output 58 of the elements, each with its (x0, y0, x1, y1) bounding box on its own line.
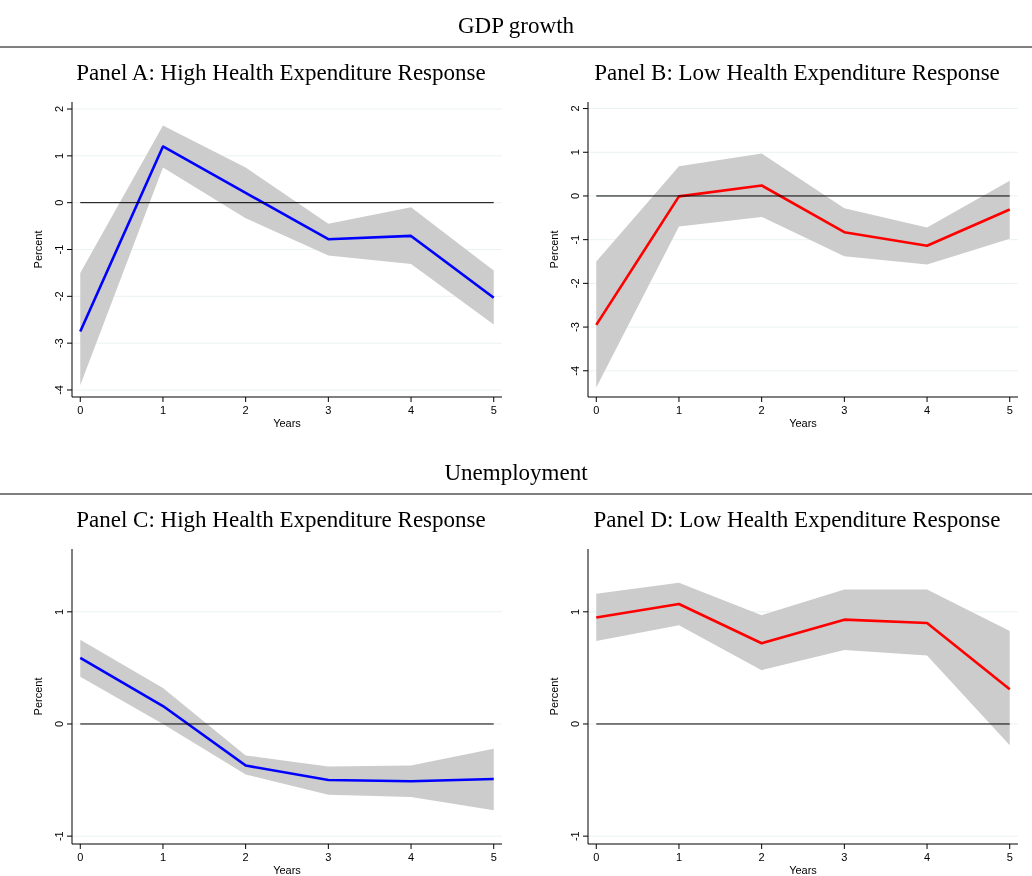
x-tick-label: 2 (758, 404, 765, 416)
x-tick-label: 1 (159, 404, 167, 416)
x-tick-label: 2 (758, 851, 765, 863)
y-tick-label: 0 (569, 720, 581, 728)
y-axis-title: Percent (32, 230, 44, 269)
y-tick-label: 2 (569, 105, 581, 112)
x-tick-label: 0 (593, 851, 600, 863)
x-tick-label: 4 (923, 851, 931, 863)
x-tick-label: 0 (593, 404, 600, 416)
x-tick-label: 3 (325, 851, 332, 863)
y-tick-label: -3 (53, 338, 65, 349)
y-tick-label: -3 (569, 322, 581, 332)
x-tick-label: 5 (490, 851, 497, 863)
y-tick-label: -2 (53, 291, 65, 302)
y-tick-label: -1 (569, 831, 581, 842)
x-tick-label: 1 (159, 851, 167, 863)
y-tick-label: 0 (53, 720, 65, 728)
x-tick-label: 4 (407, 404, 415, 416)
x-tick-label: 3 (325, 404, 332, 416)
x-tick-label: 5 (1006, 404, 1013, 416)
x-tick-label: 4 (923, 404, 931, 416)
y-tick-label: 1 (53, 152, 65, 159)
x-tick-label: 3 (841, 851, 848, 863)
y-tick-label: 2 (53, 105, 65, 113)
x-axis-title: Years (789, 864, 818, 876)
chart-title: Panel B: Low Health Expenditure Response (594, 60, 1000, 85)
chart-subtitle: Unemployment (444, 460, 589, 485)
x-tick-label: 3 (841, 404, 848, 416)
y-tick-label: -1 (569, 234, 581, 245)
x-axis-title: Years (273, 864, 302, 876)
chart-title: Panel D: Low Health Expenditure Response (593, 507, 1001, 532)
x-tick-label: 5 (1006, 851, 1013, 863)
y-tick-label: 1 (569, 149, 581, 156)
y-tick-label: 1 (53, 608, 65, 615)
y-tick-label: 0 (569, 192, 581, 200)
chart-title: Panel C: High Health Expenditure Response (76, 507, 486, 532)
x-tick-label: 2 (242, 851, 249, 863)
x-axis-title: Years (789, 417, 818, 429)
chart-subtitle: GDP growth (457, 13, 575, 38)
chart-title: Panel A: High Health Expenditure Response (76, 60, 486, 85)
y-axis-title: Percent (548, 230, 560, 269)
x-tick-label: 4 (407, 851, 415, 863)
y-tick-label: -1 (53, 244, 65, 255)
y-tick-label: -2 (569, 278, 581, 289)
x-tick-label: 0 (77, 851, 84, 863)
x-tick-label: 1 (675, 851, 683, 863)
x-tick-label: 5 (490, 404, 497, 416)
y-tick-label: -4 (569, 365, 581, 376)
x-axis-title: Years (273, 417, 302, 429)
y-axis-title: Percent (32, 677, 44, 716)
y-tick-label: -1 (53, 831, 65, 842)
x-tick-label: 0 (77, 404, 84, 416)
y-tick-label: 0 (53, 199, 65, 206)
x-tick-label: 2 (242, 404, 249, 416)
x-tick-label: 1 (675, 404, 683, 416)
y-axis-title: Percent (548, 677, 560, 716)
y-tick-label: 1 (569, 608, 581, 615)
y-tick-label: -4 (53, 385, 65, 395)
